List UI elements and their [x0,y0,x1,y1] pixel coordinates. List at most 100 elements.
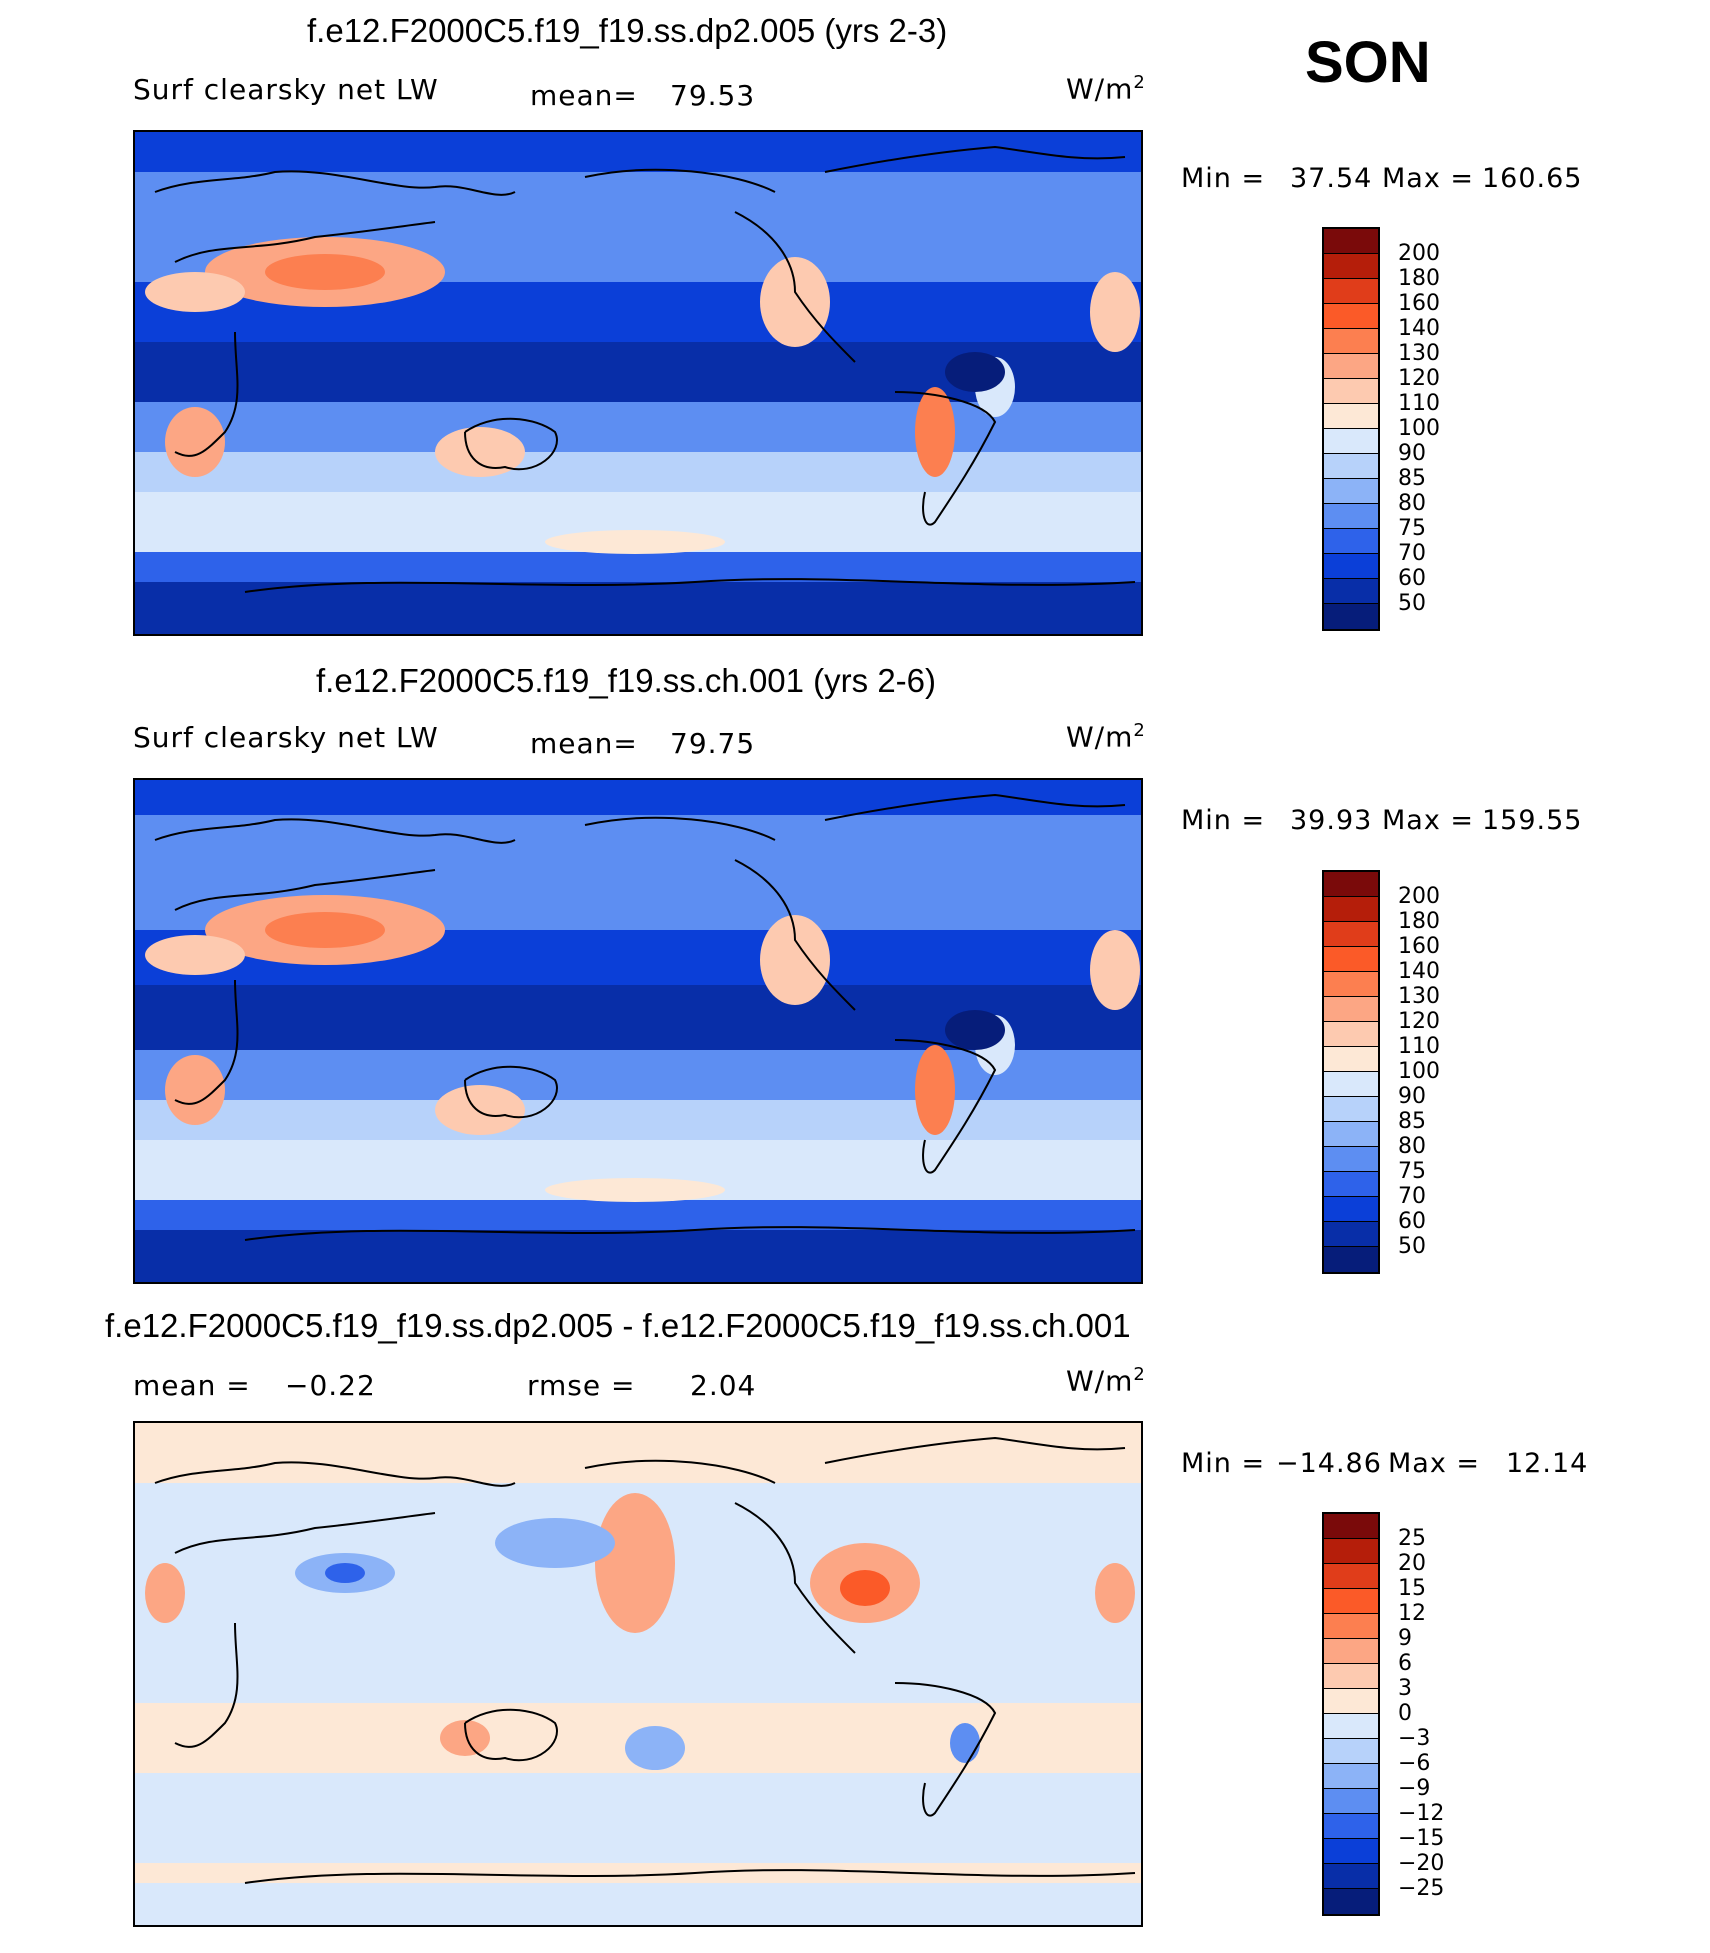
colorbar-tick: 6 [1398,1651,1412,1676]
colorbar-tick: 85 [1398,466,1426,491]
panel2-min-value: 39.93 [1290,805,1373,836]
south-pacific-light [545,530,725,554]
panel1-units: W/m2 [1066,72,1146,106]
panel3-map [133,1421,1143,1927]
colorbar-tick: 100 [1398,416,1440,441]
panel2-max-value: 159.55 [1482,805,1583,836]
colorbar-tick: 80 [1398,1134,1426,1159]
colorbar-tick: 130 [1398,984,1440,1009]
panel3-min-label: Min = [1181,1448,1266,1479]
colorbar-tick: 60 [1398,566,1426,591]
south-africa [165,407,225,477]
colorbar-tick: 110 [1398,1034,1440,1059]
panel2-units: W/m2 [1066,720,1146,754]
nw-america [760,915,830,1005]
antarctic-edge [135,1863,1141,1883]
panel2-mean-value: 79.75 [670,727,756,760]
mideast-cool-core [325,1563,365,1583]
colorbar-tick: −15 [1398,1826,1445,1851]
colorbar-tick: 85 [1398,1109,1426,1134]
amazon [945,1010,1005,1050]
panel1-max-label: Max = [1382,163,1475,194]
panel1-mean-label: mean= [530,79,638,112]
colorbar-tick: −25 [1398,1876,1445,1901]
panel3-map-svg [135,1423,1141,1925]
colorbar-tick: 90 [1398,1084,1426,1109]
panel1-variable: Surf clearsky net LW [133,73,439,106]
colorbar-tick: 3 [1398,1676,1412,1701]
panel2-map [133,778,1143,1284]
panel2-colorbar [1322,870,1380,1274]
arctic-band [135,1423,1141,1483]
colorbar-tick: 160 [1398,934,1440,959]
panel1-title: f.e12.F2000C5.f19_f19.ss.dp2.005 (yrs 2-… [307,12,948,49]
panel1-map-svg [135,132,1141,634]
s-pacific-cool [625,1726,685,1770]
s-america-cool [950,1723,980,1763]
colorbar-tick: −9 [1398,1776,1431,1801]
panel2-min-label: Min = [1181,805,1266,836]
coastlines [154,145,1136,593]
colorbar-tick: 120 [1398,1009,1440,1034]
colorbar-tick: −6 [1398,1751,1431,1776]
sahara-hot [265,254,385,290]
colorbar-tick: 160 [1398,291,1440,316]
panel2-title: f.e12.F2000C5.f19_f19.ss.ch.001 (yrs 2-6… [316,662,937,699]
southern-ocean [135,552,1141,582]
colorbar-tick: 130 [1398,341,1440,366]
colorbar-tick: −12 [1398,1801,1445,1826]
colorbar-tick: 180 [1398,909,1440,934]
n-pacific-warm [595,1493,675,1633]
nw-africa [145,272,245,312]
colorbar-tick: 25 [1398,1526,1426,1551]
panel3-max-value: 12.14 [1506,1448,1589,1479]
south-pacific-light [545,1178,725,1202]
colorbar-tick: 12 [1398,1601,1426,1626]
panel1-max-value: 160.65 [1482,163,1583,194]
season-label: SON [1305,30,1431,95]
australia [435,1085,525,1135]
panel1-colorbar [1322,227,1380,631]
colorbar-tick: 180 [1398,266,1440,291]
coastlines [154,793,1136,1241]
subtrop-south [135,402,1141,452]
colorbar-tick: 15 [1398,1576,1426,1601]
andes [915,1045,955,1135]
panel1-mean-value: 79.53 [670,79,756,112]
andes [915,387,955,477]
w-africa-east-edge [1090,930,1140,1010]
colorbar-tick: 60 [1398,1209,1426,1234]
colorbar-tick: 200 [1398,884,1440,909]
colorbar-tick: 50 [1398,1234,1426,1259]
panel3-rmse-value: 2.04 [690,1369,757,1402]
panel3-max-label: Max = [1388,1448,1481,1479]
w-pacific-cool [495,1518,615,1568]
panel1-min-label: Min = [1181,163,1266,194]
australia [435,427,525,477]
n-america-hot [840,1570,890,1606]
sahara-hot [265,912,385,948]
colorbar-tick: 100 [1398,1059,1440,1084]
colorbar-tick: 90 [1398,441,1426,466]
colorbar-tick: 70 [1398,1184,1426,1209]
australia-warm [440,1720,490,1756]
colorbar-tick: 140 [1398,316,1440,341]
nw-africa [145,935,245,975]
nw-africa-warm [145,1563,185,1623]
colorbar-tick: −20 [1398,1851,1445,1876]
subtrop-south [135,1050,1141,1100]
colorbar-tick: 75 [1398,1159,1426,1184]
panel2-mean-label: mean= [530,727,638,760]
w-africa-east-edge [1090,272,1140,352]
panel3-colorbar [1322,1512,1380,1916]
south-africa [165,1055,225,1125]
colorbar-tick: 70 [1398,541,1426,566]
panel1-min-value: 37.54 [1290,163,1373,194]
antarctica [135,582,1141,634]
panel2-variable: Surf clearsky net LW [133,721,439,754]
nw-america [760,257,830,347]
colorbar-tick: 110 [1398,391,1440,416]
colorbar-tick: 140 [1398,959,1440,984]
colorbar-tick: 50 [1398,591,1426,616]
amazon [945,352,1005,392]
